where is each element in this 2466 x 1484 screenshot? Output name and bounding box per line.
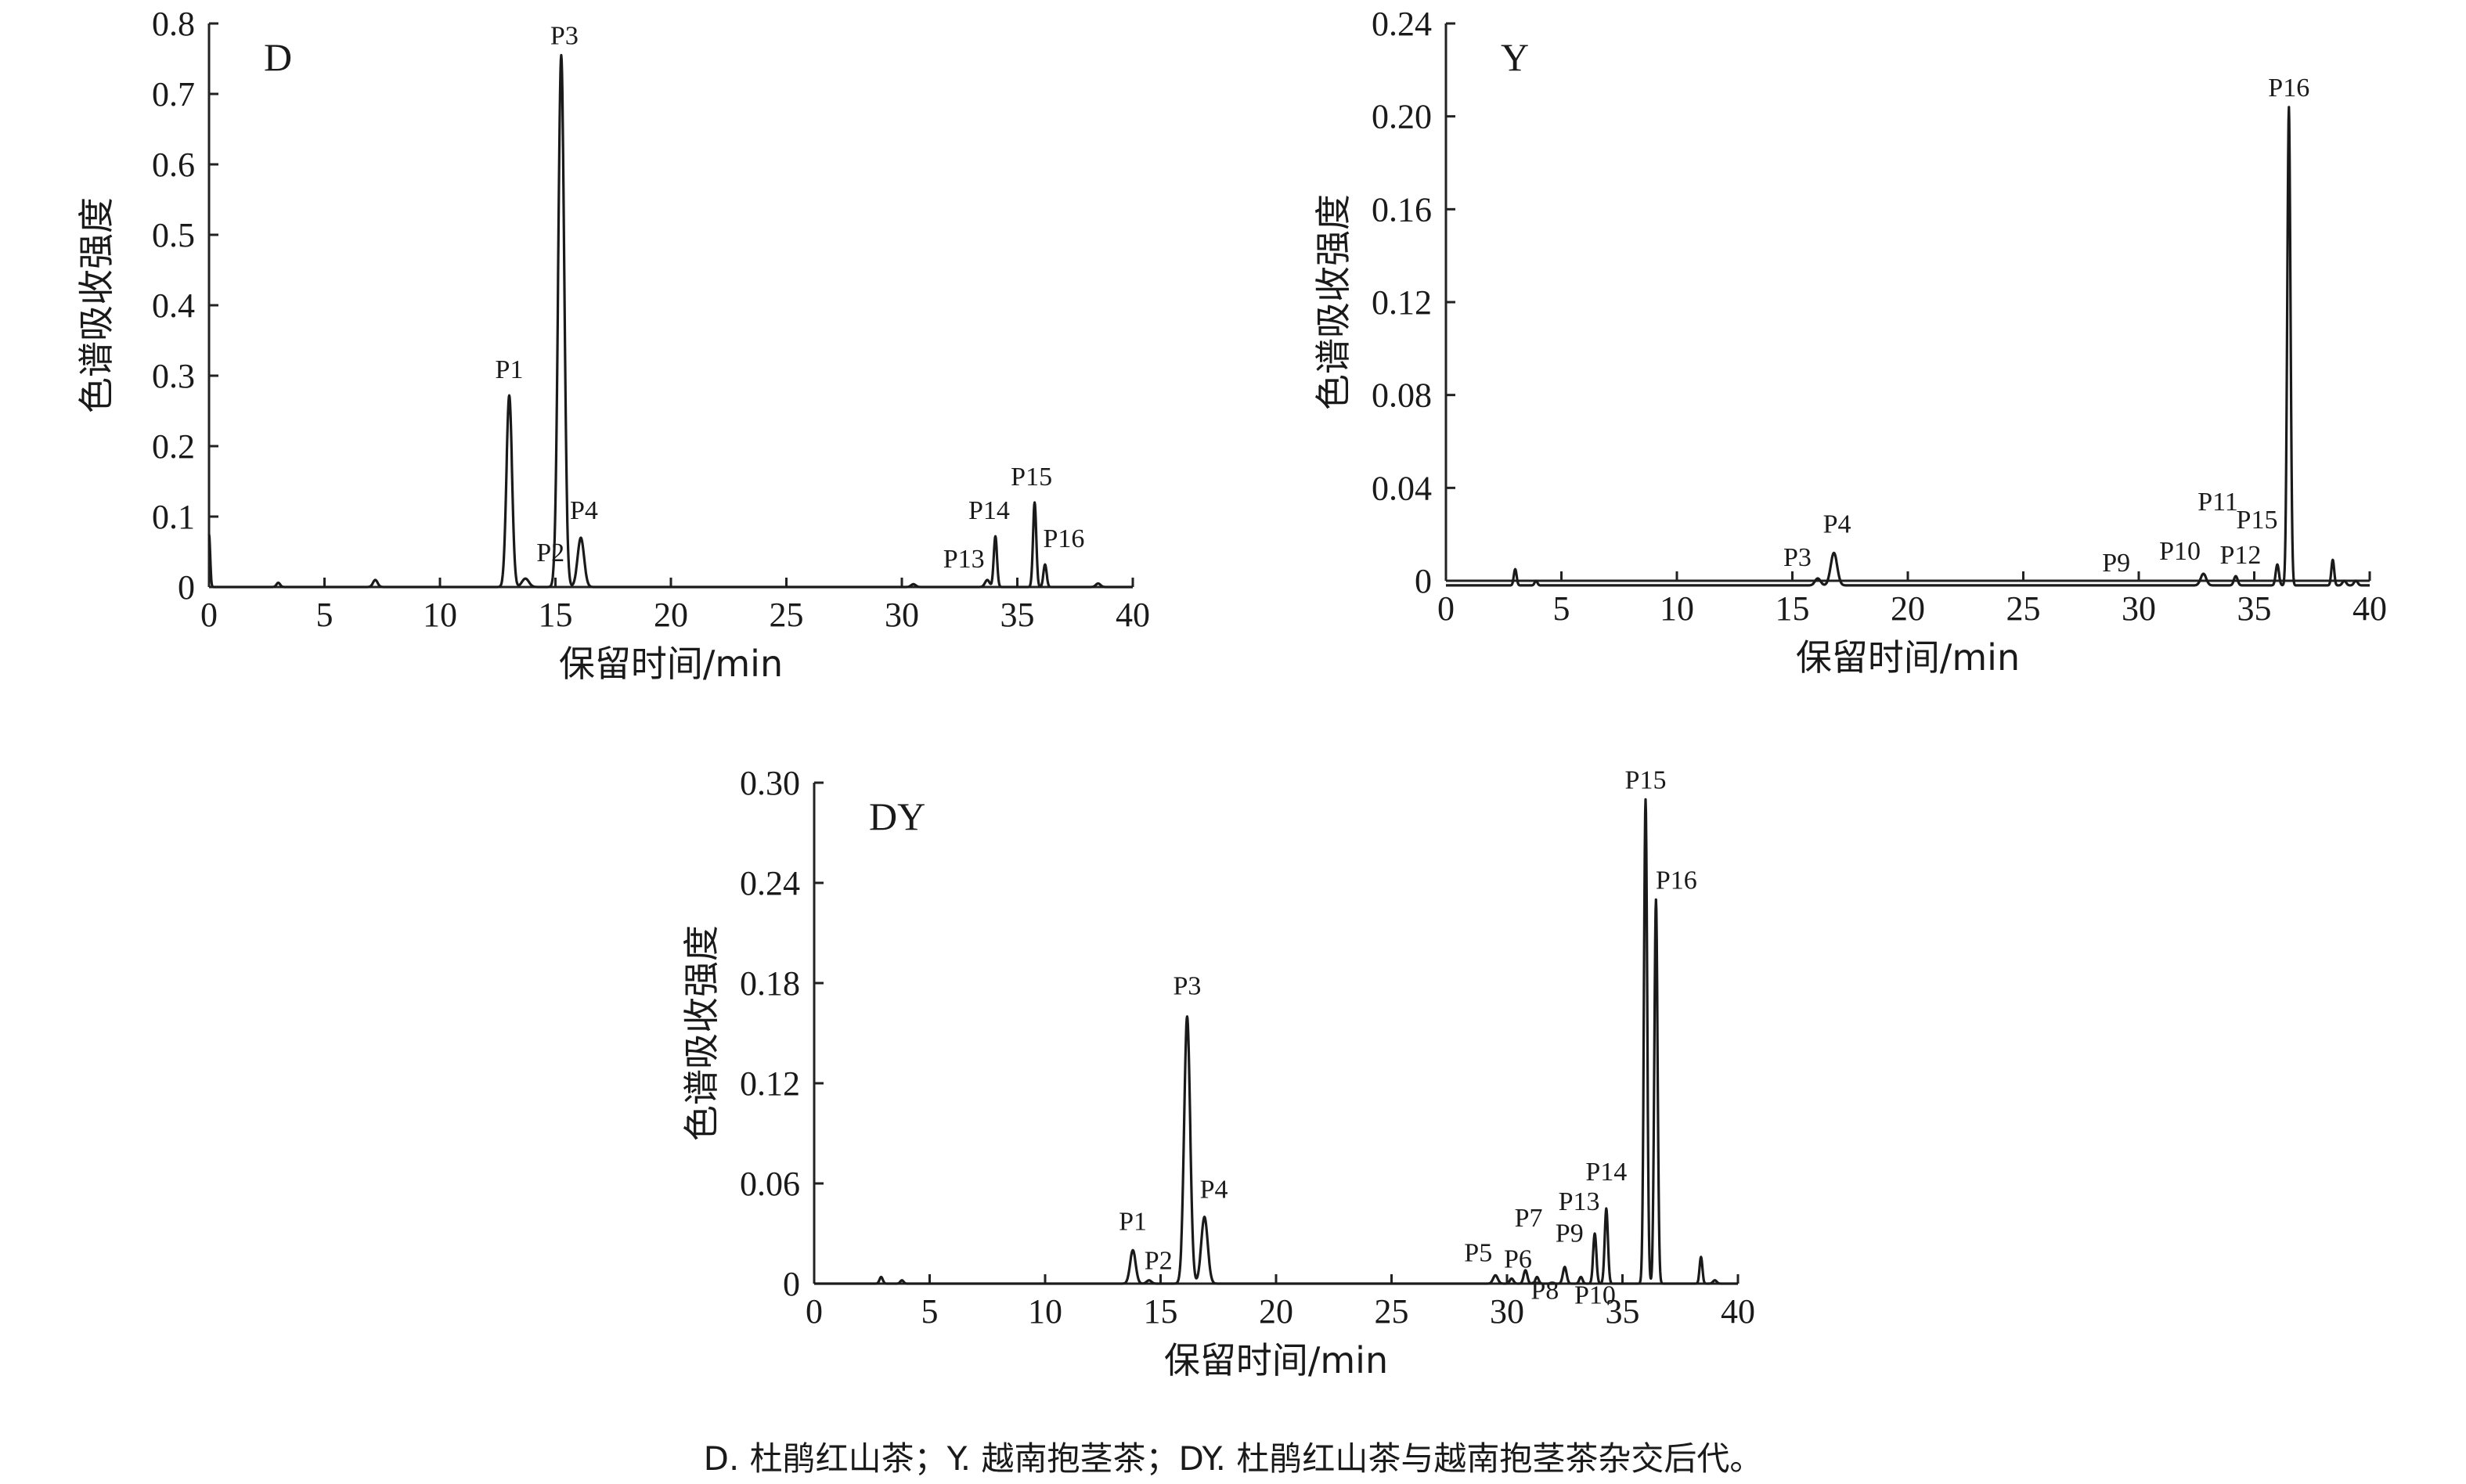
y-tick-label: 0 [178, 568, 195, 607]
y-tick-label: 0.08 [1372, 376, 1432, 415]
peak-label-p9: P9 [2102, 549, 2130, 578]
x-tick-label: 20 [654, 596, 688, 634]
x-axis-title: 保留时间/min [1164, 1339, 1388, 1381]
chromatogram-trace [1444, 106, 2371, 587]
peak-label-p4: P4 [570, 496, 598, 525]
peak-label-p1: P1 [496, 355, 524, 384]
peak-label-p2: P2 [536, 538, 564, 567]
y-tick-label: 0.18 [740, 964, 800, 1003]
peak-label-p16: P16 [1043, 524, 1084, 553]
x-tick-label: 10 [1660, 589, 1694, 628]
peak-label-p9: P9 [1556, 1219, 1584, 1248]
y-axis-title: 色谱吸收强度 [75, 197, 117, 413]
x-tick-label: 25 [770, 596, 804, 634]
peak-label-p2: P2 [1145, 1247, 1173, 1276]
x-tick-label: 15 [1776, 589, 1810, 628]
peak-label-p4: P4 [1823, 510, 1851, 538]
x-tick-label: 30 [1490, 1292, 1524, 1331]
y-tick-label: 0.5 [152, 216, 195, 254]
y-tick-label: 0.12 [740, 1064, 800, 1103]
chromatogram-panel-d: 0 5 10 15 20 25 30 35 40 0 0.1 0.2 0.3 0.4 0.5 0.6 0.7 0.… [75, 5, 1150, 685]
y-tick-label: 0.8 [152, 5, 195, 43]
peak-label-p14: P14 [1585, 1158, 1627, 1187]
x-tick-label: 40 [1721, 1292, 1755, 1331]
peak-label-p7: P7 [1515, 1204, 1543, 1233]
x-tick-label: 30 [885, 596, 919, 634]
peak-label-p4: P4 [1200, 1176, 1228, 1205]
peak-label-p15: P15 [2237, 506, 2278, 535]
y-tick-label: 0.20 [1372, 98, 1432, 136]
peak-label-p10: P10 [2159, 537, 2201, 566]
y-tick-label: 0.24 [740, 864, 800, 902]
x-tick-label: 5 [1553, 589, 1570, 628]
y-tick-label: 0.12 [1372, 283, 1432, 322]
y-tick-label: 0 [783, 1265, 800, 1303]
peak-label-p8: P8 [1530, 1276, 1559, 1305]
y-tick-label: 0.16 [1372, 190, 1432, 229]
y-tick-label: 0.06 [740, 1165, 800, 1203]
x-tick-label: 0 [806, 1292, 823, 1331]
peak-label-p10: P10 [1574, 1280, 1616, 1309]
chromatogram-panel-y: 0 5 10 15 20 25 30 35 40 0 0.04 0.08 0.12 0.16 0.20 0.2… [1312, 5, 2387, 679]
peak-label-p16: P16 [1656, 866, 1697, 895]
x-tick-label: 20 [1891, 589, 1925, 628]
x-tick-label: 10 [423, 596, 457, 634]
y-tick-label: 0.4 [152, 286, 195, 325]
panel-label: D [264, 35, 292, 79]
y-tick-label: 0.24 [1372, 5, 1432, 43]
y-tick-label: 0.7 [152, 75, 195, 113]
x-axis-title: 保留时间/min [559, 643, 783, 685]
y-tick-label: 0.30 [740, 764, 800, 802]
peak-label-p3: P3 [1783, 543, 1812, 572]
x-tick-label: 15 [539, 596, 573, 634]
peak-label-p15: P15 [1011, 463, 1052, 492]
x-tick-label: 0 [200, 596, 218, 634]
peak-label-p12: P12 [2219, 541, 2261, 570]
y-tick-label: 0.2 [152, 427, 195, 466]
peak-label-p16: P16 [2268, 74, 2309, 103]
y-axis-title: 色谱吸收强度 [680, 925, 723, 1141]
chromatogram-panel-dy: 0 5 10 15 20 25 30 35 40 0 0.06 0.12 0.18 0.24 0.30 保留时… [680, 764, 1755, 1381]
x-tick-label: 20 [1259, 1292, 1293, 1331]
chromatogram-trace [207, 53, 1134, 589]
x-tick-label: 10 [1028, 1292, 1062, 1331]
x-axis-title: 保留时间/min [1796, 636, 2020, 679]
peak-label-p5: P5 [1464, 1238, 1492, 1267]
peak-label-p1: P1 [1119, 1207, 1147, 1236]
y-tick-label: 0.6 [152, 146, 195, 184]
figure-caption: D. 杜鹃红山茶；Y. 越南抱茎茶；DY. 杜鹃红山茶与越南抱茎茶杂交后代。 [704, 1439, 1763, 1478]
x-tick-label: 5 [921, 1292, 939, 1331]
x-tick-label: 40 [2352, 589, 2387, 628]
y-tick-label: 0.3 [152, 357, 195, 395]
peak-label-p11: P11 [2197, 488, 2238, 517]
peak-label-p13: P13 [943, 545, 985, 574]
x-tick-label: 40 [1116, 596, 1150, 634]
x-tick-label: 35 [1000, 596, 1035, 634]
x-tick-label: 25 [2006, 589, 2041, 628]
y-tick-label: 0.1 [152, 498, 195, 536]
panel-label: DY [869, 794, 925, 838]
y-tick-label: 0 [1415, 562, 1432, 600]
x-tick-label: 0 [1437, 589, 1455, 628]
x-tick-label: 35 [2237, 589, 2272, 628]
x-tick-label: 30 [2122, 589, 2156, 628]
peak-label-p14: P14 [968, 496, 1010, 525]
x-tick-label: 35 [1606, 1292, 1640, 1331]
y-tick-label: 0.04 [1372, 469, 1432, 507]
peak-label-p15: P15 [1625, 765, 1667, 794]
panel-label: Y [1501, 35, 1529, 79]
peak-label-p3: P3 [550, 22, 579, 51]
x-tick-label: 5 [316, 596, 333, 634]
peak-label-p13: P13 [1559, 1187, 1600, 1216]
peak-label-p6: P6 [1504, 1245, 1532, 1274]
x-tick-label: 15 [1144, 1292, 1178, 1331]
chromatogram-trace [813, 798, 1740, 1285]
peak-label-p3: P3 [1173, 972, 1201, 1001]
x-tick-label: 25 [1375, 1292, 1409, 1331]
y-axis-title: 色谱吸收强度 [1312, 194, 1354, 410]
